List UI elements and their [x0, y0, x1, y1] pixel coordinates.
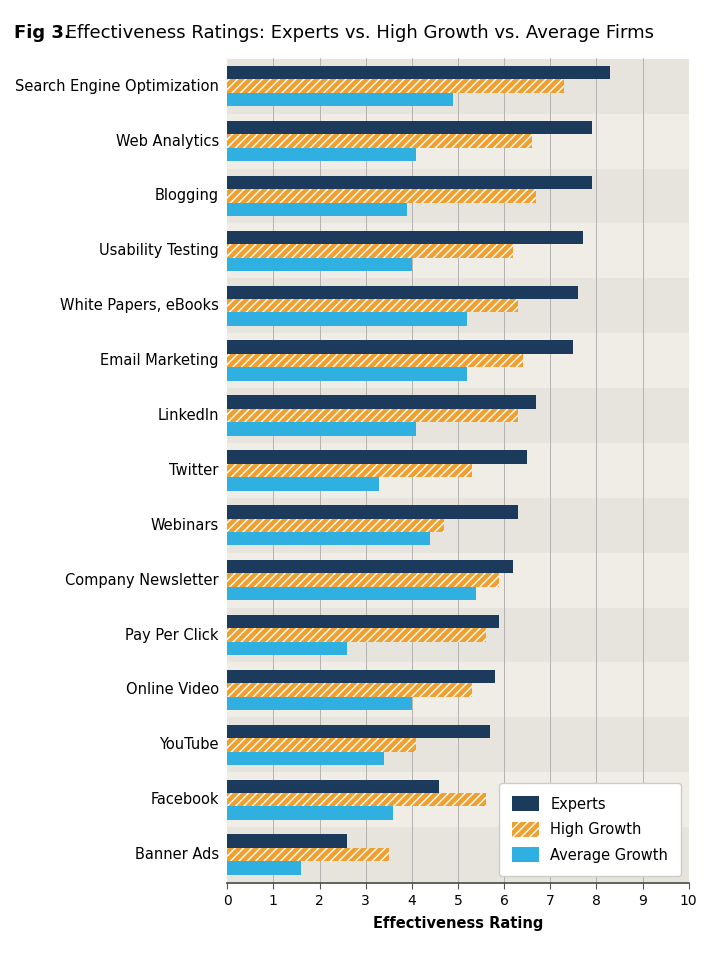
Bar: [227, 244, 513, 257]
Bar: [227, 717, 689, 772]
Bar: [227, 189, 537, 203]
Bar: [227, 553, 689, 608]
Bar: [227, 121, 592, 134]
Bar: [227, 230, 582, 244]
Bar: [227, 113, 689, 169]
X-axis label: Effectiveness Rating: Effectiveness Rating: [373, 916, 543, 931]
Bar: [227, 573, 500, 587]
Bar: [227, 203, 407, 216]
Bar: [227, 278, 689, 333]
Bar: [227, 752, 384, 765]
Bar: [227, 341, 574, 354]
Bar: [227, 169, 689, 224]
Bar: [227, 608, 689, 662]
Bar: [227, 333, 689, 388]
Bar: [227, 354, 523, 368]
Bar: [227, 450, 527, 464]
Bar: [227, 587, 476, 600]
Bar: [227, 629, 486, 642]
Bar: [227, 93, 453, 107]
Bar: [227, 861, 301, 875]
Bar: [227, 388, 689, 443]
Legend: Experts, High Growth, Average Growth: Experts, High Growth, Average Growth: [499, 783, 682, 876]
Bar: [227, 368, 467, 381]
Bar: [227, 806, 393, 820]
Bar: [227, 505, 518, 518]
Bar: [227, 793, 486, 806]
Bar: [227, 642, 347, 655]
Bar: [227, 464, 471, 477]
Bar: [227, 299, 518, 312]
Bar: [227, 662, 689, 717]
Bar: [227, 684, 471, 697]
Bar: [227, 312, 467, 325]
Bar: [227, 224, 689, 278]
Bar: [227, 738, 416, 752]
Bar: [227, 848, 389, 861]
Bar: [227, 59, 689, 113]
Bar: [227, 772, 689, 828]
Bar: [227, 498, 689, 553]
Bar: [227, 443, 689, 498]
Bar: [227, 286, 578, 299]
Bar: [227, 257, 412, 271]
Bar: [227, 532, 430, 545]
Bar: [227, 396, 537, 409]
Bar: [227, 615, 500, 629]
Bar: [227, 560, 513, 573]
Bar: [227, 176, 592, 189]
Bar: [227, 518, 444, 532]
Bar: [227, 834, 347, 848]
Bar: [227, 725, 490, 738]
Bar: [227, 670, 495, 684]
Bar: [227, 134, 532, 148]
Bar: [227, 477, 380, 491]
Bar: [227, 148, 416, 161]
Bar: [227, 780, 439, 793]
Bar: [227, 697, 412, 710]
Bar: [227, 422, 416, 436]
Text: Fig 3.: Fig 3.: [14, 24, 71, 42]
Bar: [227, 66, 611, 80]
Bar: [227, 828, 689, 882]
Bar: [227, 80, 564, 93]
Text: Effectiveness Ratings: Experts vs. High Growth vs. Average Firms: Effectiveness Ratings: Experts vs. High …: [60, 24, 655, 42]
Bar: [227, 409, 518, 422]
